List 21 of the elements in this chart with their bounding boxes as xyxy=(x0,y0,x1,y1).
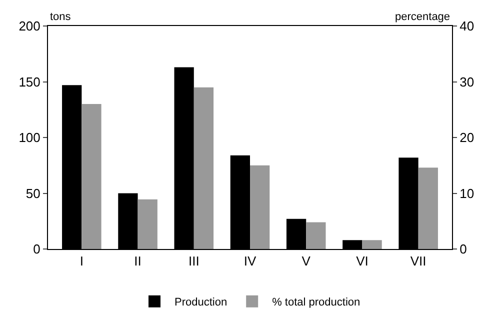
x-tick-label: VII xyxy=(410,254,426,269)
x-tick-label: III xyxy=(188,254,200,269)
x-tick-label: I xyxy=(80,254,84,269)
y-tick-label: 150 xyxy=(18,74,40,90)
x-tick-label: VI xyxy=(356,254,368,269)
y2-tick-label: 0 xyxy=(460,242,467,257)
y-tick-label: 0 xyxy=(33,242,40,257)
y2-tick-label: 10 xyxy=(460,186,474,201)
y2-tick-label: 30 xyxy=(460,74,474,90)
y2-tick-label: 20 xyxy=(460,130,474,146)
y2-axis-title: percentage xyxy=(395,11,450,23)
x-tick-label: II xyxy=(134,254,142,269)
x-tick-label: V xyxy=(302,254,311,269)
y-tick-label: 200 xyxy=(18,18,40,34)
y-tick-label: 50 xyxy=(26,186,40,201)
y-axis-title: tons xyxy=(50,11,72,23)
y2-tick-label: 40 xyxy=(460,18,474,34)
y-tick-label: 100 xyxy=(18,130,40,146)
legend-label: Production xyxy=(174,296,228,309)
x-tick-label: IV xyxy=(244,254,256,269)
legend-label: % total production xyxy=(272,296,360,309)
